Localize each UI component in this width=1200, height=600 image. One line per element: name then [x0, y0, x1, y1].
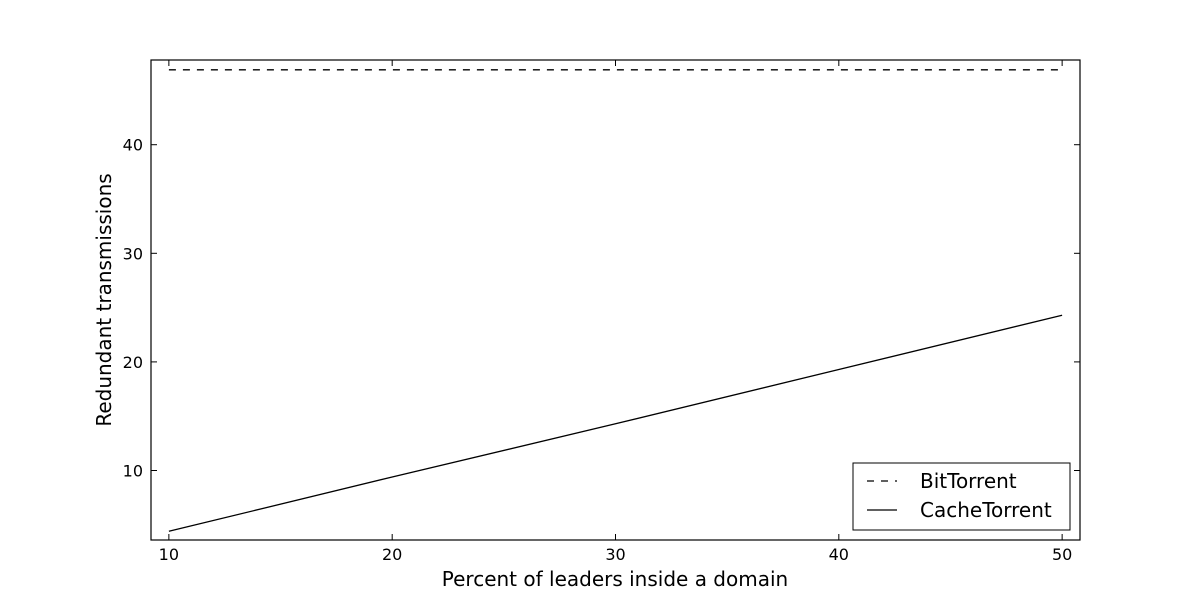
- series-line-cachetorrent: [168, 314, 1063, 532]
- legend-label-bittorrent: BitTorrent: [920, 469, 1017, 493]
- legend-box: [852, 462, 1071, 531]
- series-layer: [168, 69, 1063, 532]
- legend-label-cachetorrent: CacheTorrent: [920, 498, 1052, 522]
- legend: BitTorrent CacheTorrent: [852, 462, 1071, 531]
- x-axis-label: Percent of leaders inside a domain: [442, 567, 788, 591]
- x-tick-label: 20: [382, 545, 402, 564]
- y-tick-label: 40: [123, 136, 143, 155]
- x-tick-label: 40: [829, 545, 849, 564]
- x-tick-label: 50: [1052, 545, 1072, 564]
- x-tick-label: 30: [605, 545, 625, 564]
- y-axis-label: Redundant transmissions: [92, 173, 116, 426]
- ticks-layer: 10 20 30 40 50 10 20 30 40: [123, 60, 1080, 564]
- x-tick-label: 10: [159, 545, 179, 564]
- y-tick-label: 30: [123, 244, 143, 263]
- y-tick-label: 20: [123, 353, 143, 372]
- y-tick-label: 10: [123, 461, 143, 480]
